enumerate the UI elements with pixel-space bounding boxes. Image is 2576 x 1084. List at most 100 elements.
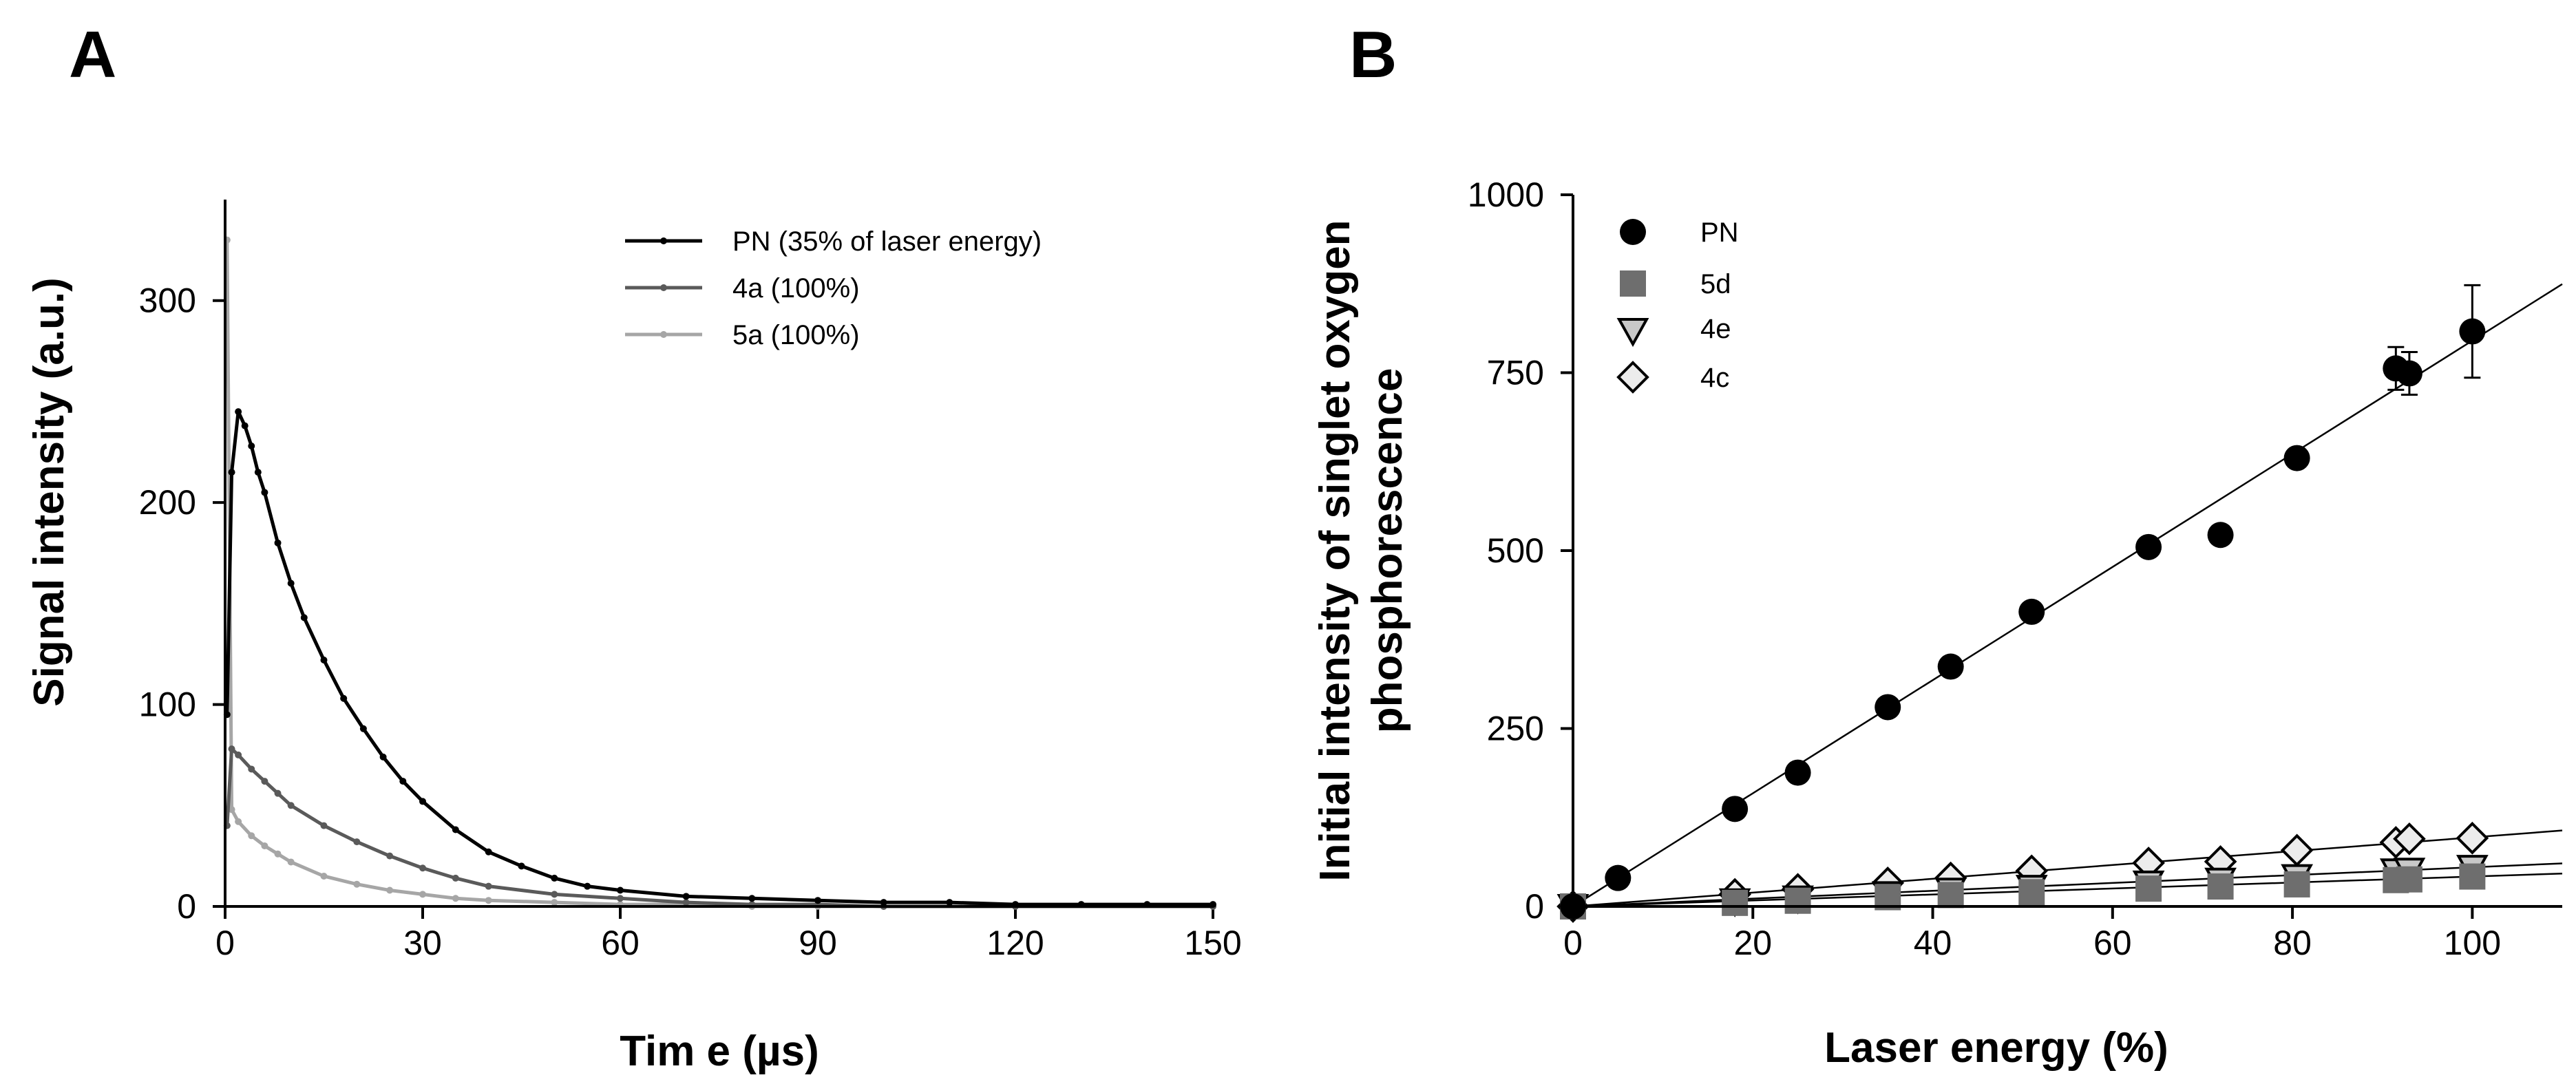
- panel-a-y-tick-label: 300: [139, 281, 196, 320]
- data-point-pn: [379, 753, 387, 761]
- panel-a-x-axis-title: Tim e (µs): [620, 1028, 819, 1075]
- data-point-pn: [235, 408, 242, 416]
- data-point-5d: [1784, 887, 1811, 914]
- data-point-4a: [228, 745, 235, 753]
- data-point-pn: [682, 893, 690, 900]
- panel-a-legend: PN (35% of laser energy) 4a (100%) 5a (1…: [625, 226, 1042, 350]
- data-point-pn: [485, 848, 492, 855]
- data-point-pn: [1722, 796, 1749, 822]
- panel-a-x-tick-label: 90: [799, 924, 837, 962]
- panel-b-x-tick-label: 40: [1914, 924, 1952, 962]
- data-point-5a: [353, 880, 361, 888]
- data-point-5a: [320, 872, 328, 880]
- data-point-4a: [261, 778, 268, 785]
- data-point-pn: [551, 874, 558, 882]
- data-point-pn: [2396, 360, 2422, 387]
- panel-b-x-axis-title: Laser energy (%): [1824, 1024, 2168, 1072]
- legend-marker-5a: [660, 331, 667, 338]
- legend-entry-4e: 4e: [1616, 314, 1731, 348]
- data-point-5d: [2135, 875, 2162, 902]
- data-point-pn: [241, 422, 249, 429]
- data-point-5a: [228, 806, 235, 814]
- panel-a-x-ticks: 0 30 60 90 120 150: [215, 906, 1242, 962]
- data-point-4a: [274, 789, 282, 797]
- legend-marker-pn: [660, 237, 667, 244]
- legend-marker-square: [1620, 270, 1646, 297]
- panel-a-x-tick-label: 30: [403, 924, 442, 962]
- data-point-pn: [518, 862, 525, 870]
- data-point-4a: [617, 895, 624, 902]
- legend-label-5a: 5a (100%): [732, 320, 860, 350]
- data-point-4a: [452, 874, 459, 882]
- data-point-5a: [261, 842, 268, 849]
- data-point-5a: [287, 858, 295, 866]
- data-point-pn: [2283, 445, 2310, 471]
- data-point-4a: [353, 838, 361, 846]
- data-point-5a: [235, 818, 242, 825]
- data-point-pn: [399, 778, 407, 785]
- panel-a-x-tick-label: 0: [215, 924, 235, 962]
- data-point-pn: [1784, 759, 1811, 786]
- data-point-4a: [551, 891, 558, 898]
- panel-b-y-axis-title-line2: phosphorescence: [1364, 368, 1411, 734]
- panel-b-x-tick-label: 20: [1733, 924, 1772, 962]
- data-point-pn: [248, 442, 255, 449]
- panel-b-y-tick-label: 1000: [1468, 176, 1544, 214]
- legend-label-4c: 4c: [1700, 363, 1729, 393]
- legend-label-5d: 5d: [1700, 269, 1731, 299]
- data-point-5a: [386, 886, 394, 894]
- data-point-5a: [551, 899, 558, 906]
- data-point-5a: [419, 891, 426, 898]
- data-point-pn: [584, 882, 591, 890]
- data-point-4a: [386, 852, 394, 860]
- panel-b-y-axis-title: Initial intensity of singlet oxygen phos…: [1311, 220, 1411, 881]
- panel-b: B Initial intensity of singlet oxygen ph…: [1311, 18, 2563, 1072]
- series-line-5a: [225, 240, 1213, 908]
- series-line-4a: [225, 747, 1213, 908]
- panel-b-y-tick-label: 0: [1525, 887, 1544, 926]
- panel-b-x-ticks: 0 20 40 60 80 100: [1563, 906, 2501, 962]
- legend-marker-circle: [1620, 219, 1646, 245]
- panel-a-y-tick-label: 200: [139, 483, 196, 522]
- legend-entry-4a: 4a (100%): [625, 273, 860, 304]
- data-point-pn: [419, 798, 426, 805]
- data-point-4c: [2393, 822, 2426, 855]
- data-point-pn: [814, 897, 821, 904]
- data-point-pn: [2018, 598, 2045, 625]
- data-point-5a: [452, 895, 459, 902]
- data-point-pn: [228, 469, 235, 476]
- data-point-4c: [2280, 833, 2314, 867]
- data-point-5a: [485, 897, 492, 904]
- legend-label-pn-b: PN: [1700, 217, 1739, 248]
- panel-a-y-tick-label: 100: [139, 686, 196, 724]
- panel-b-x-tick-label: 0: [1563, 924, 1583, 962]
- panel-a-series: [223, 236, 1216, 910]
- data-point-pn: [880, 899, 887, 906]
- panel-a-y-ticks: 0 100 200 300: [139, 281, 225, 926]
- data-point-pn: [1875, 694, 1901, 721]
- panel-a-y-tick-label: 0: [177, 887, 196, 926]
- legend-entry-5d: 5d: [1620, 269, 1731, 299]
- data-point-5a: [274, 850, 282, 858]
- data-point-4a: [419, 864, 426, 872]
- panel-b-label: B: [1349, 18, 1397, 92]
- panel-a: A Signal intensity (a.u.) Tim e (µs) 0 30…: [25, 18, 1242, 1075]
- data-point-4a: [320, 822, 328, 829]
- data-point-pn: [320, 657, 328, 664]
- data-point-pn: [617, 886, 624, 894]
- panel-a-label: A: [69, 18, 116, 92]
- legend-entry-pn-b: PN: [1620, 217, 1739, 248]
- data-point-pn: [946, 899, 953, 906]
- legend-label-4a: 4a (100%): [732, 273, 860, 304]
- panel-a-y-axis-title-text: Signal intensity (a.u.): [25, 277, 73, 707]
- panel-b-series: [1556, 284, 2489, 924]
- panel-a-x-tick-label: 150: [1184, 924, 1241, 962]
- data-point-4c: [2456, 821, 2489, 855]
- series-line-pn: [225, 410, 1213, 906]
- panel-b-y-ticks: 0 250 500 750 1000: [1468, 176, 1573, 926]
- panel-a-x-tick-label: 120: [986, 924, 1044, 962]
- legend-marker-diamond: [1616, 361, 1649, 394]
- data-point-pn: [1605, 864, 1632, 891]
- data-point-5d: [2207, 873, 2234, 900]
- data-point-pn: [1937, 653, 1964, 680]
